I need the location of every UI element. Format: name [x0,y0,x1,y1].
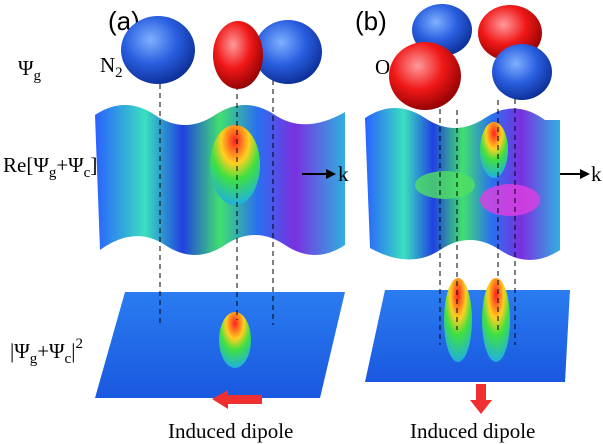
molecule-b [389,4,552,110]
wave-lobe [480,184,540,216]
density-peak [219,312,251,368]
density-peak [482,278,510,362]
dipole-arrow [470,384,492,414]
panel-tag: (b) [355,6,387,36]
wave-peak [480,122,508,178]
density-peak [444,278,472,362]
wave-lobe [415,171,475,199]
wave-peak [210,125,260,205]
figure: (a) (b) Ψg Re[Ψg+Ψc] |Ψg+Ψc|2 N2 σg O2 π… [0,0,603,444]
row-label: |Ψg+Ψc|2 [10,336,83,367]
k-label: k [591,162,602,186]
k-label: k [338,162,349,186]
caption: Induced dipole [410,419,535,443]
row-label: Ψg [18,56,42,84]
row-label: Re[Ψg+Ψc] [3,153,97,181]
caption: Induced dipole [168,419,293,443]
molecule-a [121,16,322,89]
